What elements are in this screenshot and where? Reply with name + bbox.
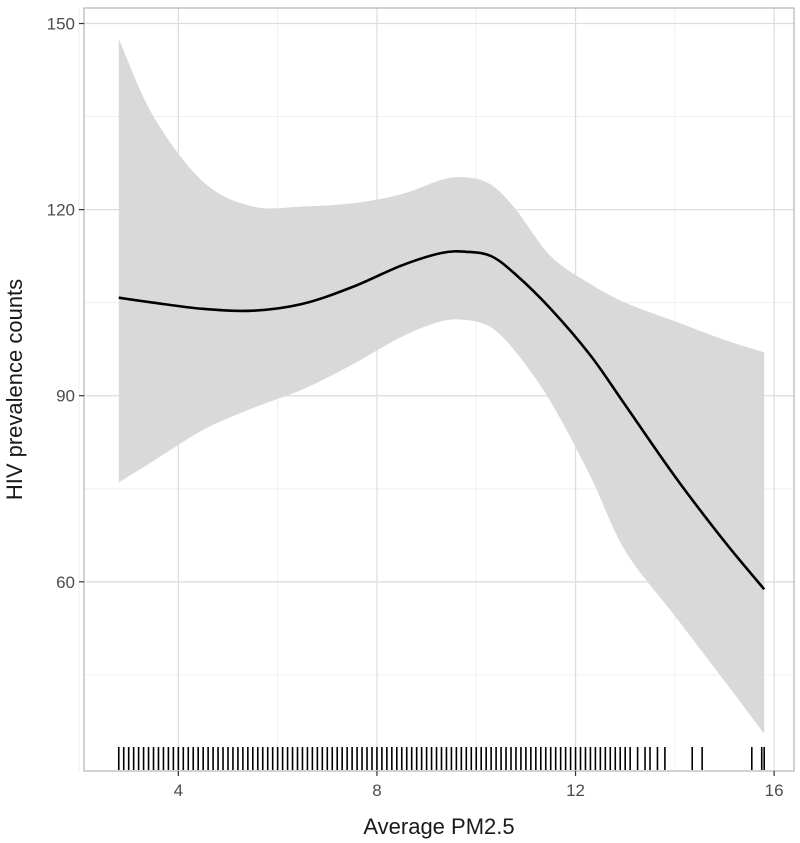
fit-lines xyxy=(118,250,766,591)
y-tick-label-120: 120 xyxy=(47,201,75,220)
y-axis-title: HIV prevalence counts xyxy=(2,279,27,500)
x-axis-title: Average PM2.5 xyxy=(363,814,514,839)
x-tick-label-16: 16 xyxy=(765,781,784,800)
y-tick-label-150: 150 xyxy=(47,15,75,34)
y-tick-label-90: 90 xyxy=(56,387,75,406)
panel-border xyxy=(83,7,795,772)
fit-line-0 xyxy=(118,250,766,591)
confidence-bands xyxy=(118,39,765,734)
rug-marks xyxy=(117,747,766,770)
x-tick-label-12: 12 xyxy=(566,781,585,800)
x-tick-labels: 4 8 12 16 xyxy=(174,781,784,800)
x-tick-label-8: 8 xyxy=(372,781,381,800)
x-tick-label-4: 4 xyxy=(174,781,183,800)
axis-ticks xyxy=(79,22,775,776)
y-tick-label-60: 60 xyxy=(56,573,75,592)
y-tick-labels: 60 90 120 150 xyxy=(47,15,75,592)
confidence-band-0 xyxy=(118,39,765,734)
